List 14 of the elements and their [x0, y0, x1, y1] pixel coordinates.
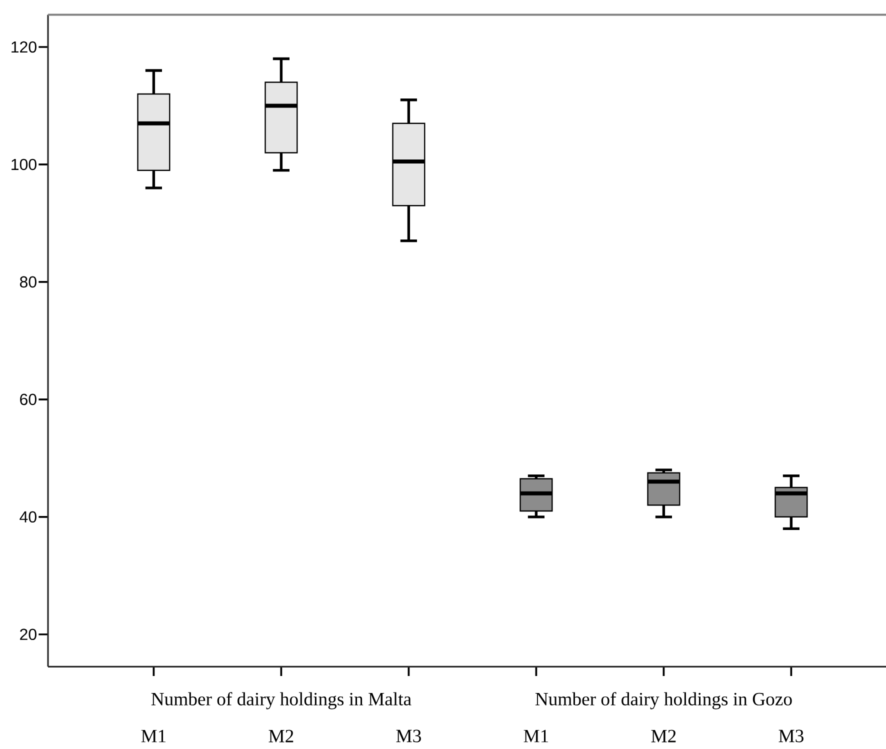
y-tick-label: 60: [20, 394, 36, 406]
y-tick-label: 100: [12, 158, 36, 170]
x-tick-label: M2: [651, 730, 676, 742]
y-tick-label: 120: [12, 41, 36, 53]
text: Number of dairy holdings in Gozo: [535, 692, 792, 710]
x-tick-label: M3: [778, 730, 804, 742]
x-tick-label: M1: [524, 730, 548, 742]
x-tick-label: M1: [141, 730, 166, 742]
y-tick-label: 40: [20, 511, 36, 523]
text: Number of dairy holdings in Malta: [151, 692, 412, 710]
y-tick-label: 20: [20, 628, 36, 640]
x-tick-label: M3: [396, 730, 421, 742]
x-tick-label: M2: [268, 730, 294, 742]
y-tick-label: 80: [20, 276, 36, 288]
